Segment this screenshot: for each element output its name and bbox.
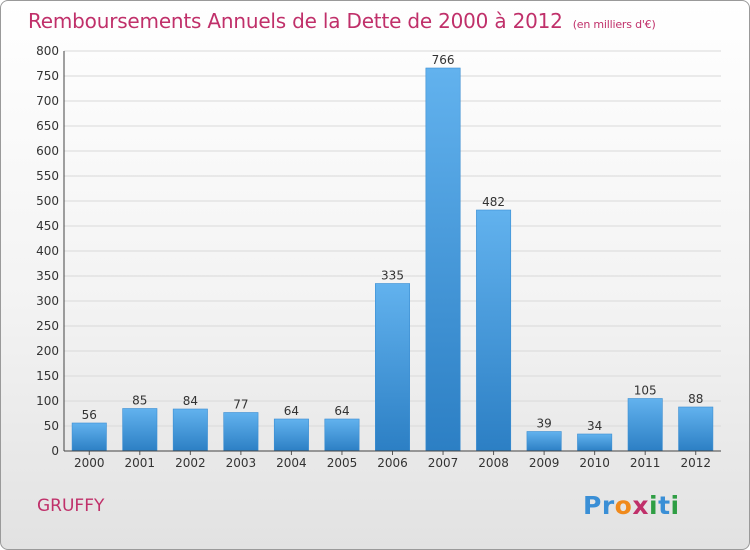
chart-title: Remboursements Annuels de la Dette de 20… <box>28 9 656 33</box>
data-label-2006: 335 <box>381 269 404 283</box>
y-tick-label: 800 <box>36 44 59 58</box>
data-label-2007: 766 <box>432 53 455 67</box>
x-tick-label-2003: 2003 <box>226 456 257 470</box>
data-label-2012: 88 <box>688 392 703 406</box>
x-tick-label-2001: 2001 <box>125 456 156 470</box>
bar-2004 <box>273 418 309 452</box>
y-tick-label: 100 <box>36 394 59 408</box>
x-tick-label-2004: 2004 <box>276 456 307 470</box>
data-label-2004: 64 <box>284 404 299 418</box>
y-tick-label: 200 <box>36 344 59 358</box>
x-tick-label-2010: 2010 <box>579 456 610 470</box>
data-label-2002: 84 <box>183 394 198 408</box>
data-label-2000: 56 <box>82 408 97 422</box>
data-label-2010: 34 <box>587 419 602 433</box>
y-tick-label: 500 <box>36 194 59 208</box>
bar-2011 <box>627 398 663 452</box>
y-tick-label: 550 <box>36 169 59 183</box>
bar-2001 <box>122 408 158 452</box>
y-tick-label: 400 <box>36 244 59 258</box>
y-tick-label: 350 <box>36 269 59 283</box>
x-tick-label-2005: 2005 <box>327 456 358 470</box>
y-tick-label: 650 <box>36 119 59 133</box>
data-labels: 56 85 84 77 64 64 335 766 482 39 34 105 88 <box>82 53 704 433</box>
data-label-2008: 482 <box>482 195 505 209</box>
chart-title-text: Remboursements Annuels de la Dette de 20… <box>28 9 563 33</box>
bar-2003 <box>223 412 259 452</box>
x-tick-label-2011: 2011 <box>630 456 661 470</box>
data-label-2003: 77 <box>233 398 248 412</box>
x-tick-label-2006: 2006 <box>377 456 408 470</box>
bar-2010 <box>577 433 613 452</box>
data-label-2009: 39 <box>536 417 551 431</box>
bars <box>71 67 714 452</box>
x-tick-label-2002: 2002 <box>175 456 206 470</box>
y-tick-label: 450 <box>36 219 59 233</box>
y-tick-label: 250 <box>36 319 59 333</box>
bar-2009 <box>526 431 562 452</box>
x-axis-ticks: 2000 2001 2002 2003 2004 2005 2006 2007 2008 2009… <box>74 451 711 470</box>
x-tick-label-2007: 2007 <box>428 456 459 470</box>
bar-2002 <box>172 408 208 452</box>
commune-name: GRUFFY <box>37 496 105 516</box>
x-tick-label-2000: 2000 <box>74 456 105 470</box>
y-tick-label: 750 <box>36 69 59 83</box>
proxiti-logo: Proxiti <box>583 491 680 520</box>
bar-2007 <box>425 67 461 452</box>
axes <box>63 51 721 452</box>
y-tick-label: 600 <box>36 144 59 158</box>
y-tick-label: 0 <box>51 444 59 458</box>
bar-2012 <box>678 406 714 452</box>
data-label-2001: 85 <box>132 394 147 408</box>
y-tick-label: 150 <box>36 369 59 383</box>
data-label-2011: 105 <box>634 384 657 398</box>
y-axis-ticks: 0 50 100 150 200 250 300 350 400 450 500 550 600 650 7… <box>36 44 59 458</box>
bar-2006 <box>375 283 410 452</box>
chart-unit: (en milliers d'€) <box>572 18 656 31</box>
x-tick-label-2009: 2009 <box>529 456 560 470</box>
bar-2000 <box>71 422 107 452</box>
x-tick-label-2012: 2012 <box>680 456 711 470</box>
bar-2008 <box>476 209 512 452</box>
data-label-2005: 64 <box>334 404 349 418</box>
y-tick-label: 50 <box>44 419 59 433</box>
bar-2005 <box>324 418 360 452</box>
x-tick-label-2008: 2008 <box>478 456 509 470</box>
y-tick-label: 300 <box>36 294 59 308</box>
y-tick-label: 700 <box>36 94 59 108</box>
